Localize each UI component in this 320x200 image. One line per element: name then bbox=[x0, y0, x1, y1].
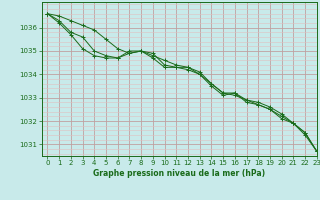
X-axis label: Graphe pression niveau de la mer (hPa): Graphe pression niveau de la mer (hPa) bbox=[93, 169, 265, 178]
